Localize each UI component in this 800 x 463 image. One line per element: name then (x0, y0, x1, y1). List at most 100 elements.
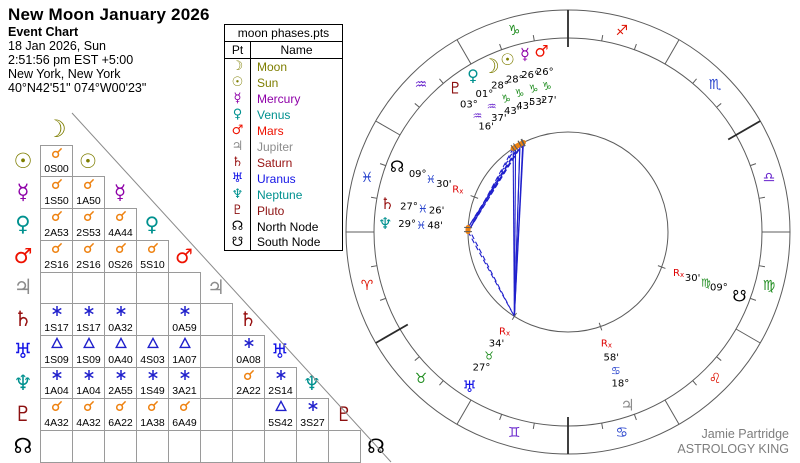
legend-planet-name: Mercury (257, 91, 301, 106)
aspect-orb-value: 0A40 (108, 353, 133, 366)
aspect-cell (232, 398, 265, 432)
legend-header-row: Pt Name (224, 41, 343, 59)
grid-diagonal-mercury: ☿ (113, 180, 127, 205)
aspect-cell (264, 430, 297, 463)
aspect-cell (328, 430, 361, 463)
aspect-orb-value: 1A04 (44, 385, 69, 398)
aspect-cell: 2S14 (264, 366, 297, 400)
sextile-aspect-icon (115, 369, 126, 380)
aspect-orb-value: 1S09 (44, 353, 69, 366)
chart-date: 18 Jan 2026, Sun (8, 39, 106, 53)
aspect-cell: 2A55 (104, 366, 137, 400)
aspect-cell: 1S17 (72, 303, 105, 337)
aspect-orb-value: 0A08 (236, 353, 261, 366)
conjunction-aspect-icon (115, 211, 126, 222)
aspect-cell (200, 335, 233, 368)
grid-label-uranus: ♅ (13, 338, 33, 363)
aspect-orb-value: 4A32 (76, 417, 101, 430)
aspect-cell: 0A59 (168, 303, 201, 337)
chart-header: New Moon January 2026 Event Chart 18 Jan… (8, 4, 210, 95)
conjunction-aspect-icon (83, 179, 94, 190)
watermark-author: Jamie Partridge (701, 427, 789, 441)
grid-label-mercury: ☿ (16, 180, 30, 205)
aspect-orb-value: 4A44 (108, 226, 133, 239)
grid-label-saturn: ♄ (13, 307, 33, 332)
conjunction-aspect-icon (147, 242, 158, 253)
legend-title-row: moon phases.pts (224, 24, 343, 42)
trine-aspect-icon (50, 337, 63, 349)
grid-diagonal-venus: ♀ (144, 212, 160, 237)
aspect-cell: 5S10 (136, 239, 169, 273)
conjunction-aspect-icon (51, 242, 62, 253)
aspect-cell: 1A07 (168, 335, 201, 368)
aspect-cell (232, 430, 265, 463)
aspect-orb-value: 2A55 (108, 385, 133, 398)
aspect-orb-value: 6A49 (172, 417, 197, 430)
grid-label-neptune: ♆ (13, 370, 33, 395)
sextile-aspect-icon (51, 369, 62, 380)
legend-row: ☿ Mercury (224, 90, 343, 107)
legend-col-pt: Pt (224, 41, 251, 59)
aspect-orb-value: 3A21 (172, 385, 197, 398)
conjunction-aspect-icon (147, 401, 158, 412)
sextile-aspect-icon (83, 306, 94, 317)
aspect-cell: 6A22 (104, 398, 137, 432)
aspect-cell: 2A53 (40, 208, 73, 241)
aspect-orb-value: 2S14 (268, 385, 293, 398)
aspect-cell: 1A38 (136, 398, 169, 432)
sextile-aspect-icon (275, 369, 286, 380)
grid-diagonal-pluto: ♇ (335, 402, 353, 427)
sextile-aspect-icon (243, 338, 254, 349)
trine-aspect-icon (114, 337, 127, 349)
legend-title: moon phases.pts (224, 24, 343, 42)
conjunction-aspect-icon (51, 147, 62, 158)
aspect-cell (72, 430, 105, 463)
aspect-orb-value: 2S16 (76, 258, 101, 271)
grid-diagonal-jupiter: ♃ (207, 275, 225, 300)
conjunction-aspect-icon (83, 211, 94, 222)
aspect-cell (136, 430, 169, 463)
aspect-cell: 0A08 (232, 335, 265, 368)
aspect-cell (200, 430, 233, 463)
aspect-cell: 4S03 (136, 335, 169, 368)
chart-location: New York, New York (8, 67, 121, 81)
watermark: Jamie Partridge ASTROLOGY KING (560, 427, 789, 457)
aspect-cell: 4A44 (104, 208, 137, 241)
aspect-orb-value: 0S00 (44, 163, 69, 176)
aspect-cell: 5S42 (264, 398, 297, 432)
aspect-orb-value: 3S27 (300, 417, 325, 430)
aspect-cell (40, 271, 73, 305)
sextile-aspect-icon (307, 401, 318, 412)
grid-diagonal-north-node: ☊ (367, 434, 385, 459)
legend-row: ☉ Sun (224, 74, 343, 91)
sextile-aspect-icon (83, 369, 94, 380)
legend-planet-name: Moon (257, 59, 288, 74)
chart-type: Event Chart (8, 25, 79, 39)
grid-label-jupiter: ♃ (13, 275, 33, 300)
aspect-orb-value: 2A22 (236, 385, 261, 398)
aspect-cell: 1A50 (72, 176, 105, 210)
watermark-brand: ASTROLOGY KING (677, 442, 789, 456)
aspect-cell: 1A04 (72, 366, 105, 400)
aspect-orb-value: 1A38 (140, 417, 165, 430)
aspect-cell: 2S16 (72, 239, 105, 273)
aspect-cell: 1S50 (40, 176, 73, 210)
legend-col-name: Name (250, 41, 343, 59)
conjunction-aspect-icon (115, 401, 126, 412)
sun-glyph: ☉ (224, 74, 251, 91)
aspect-cell: 0A40 (104, 335, 137, 368)
aspect-orb-value: 6A22 (108, 417, 133, 430)
conjunction-aspect-icon (83, 242, 94, 253)
grid-diagonal-sun: ☉ (79, 148, 97, 173)
aspect-cell (200, 303, 233, 337)
aspect-orb-value: 0A59 (172, 322, 197, 335)
aspect-cell (72, 271, 105, 305)
grid-diagonal-moon: ☽ (45, 114, 67, 143)
grid-diagonal-mars: ♂ (175, 243, 193, 268)
aspect-cell (136, 271, 169, 305)
aspect-orb-value: 5S42 (268, 417, 293, 430)
trine-aspect-icon (82, 337, 95, 349)
aspect-cell: 2S53 (72, 208, 105, 241)
trine-aspect-icon (178, 337, 191, 349)
